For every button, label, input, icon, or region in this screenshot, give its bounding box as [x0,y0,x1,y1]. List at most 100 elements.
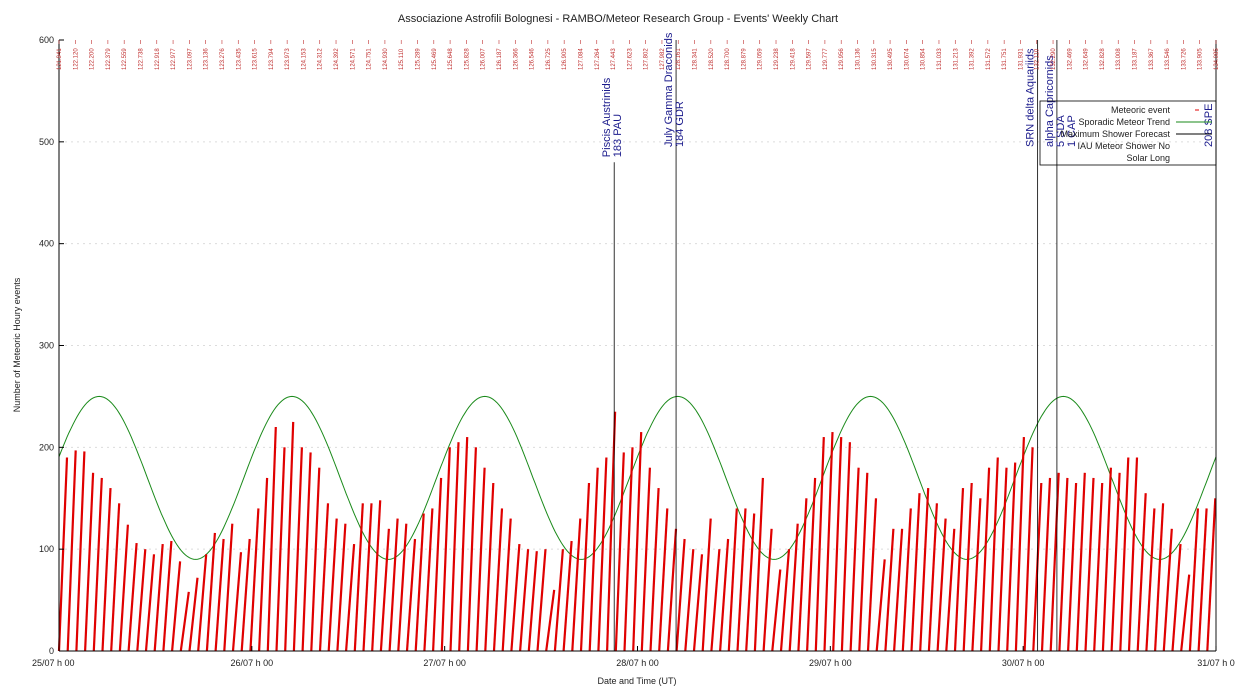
meteoric-event-bar [475,467,486,652]
meteoric-event-bar [484,482,495,652]
solar-longitude-label: 127.982 [660,48,666,70]
solar-longitude-label: 133.367 [1149,48,1155,70]
meteoric-event-bar [266,426,277,652]
meteoric-event-bar [814,437,825,652]
solar-longitude-label: 126.546 [530,48,536,70]
solar-longitude-label: 129.956 [839,48,845,70]
meteoric-event-bar [1058,477,1069,652]
solar-longitude-label: 123.097 [187,48,193,70]
meteoric-event-bar [292,447,303,652]
meteoric-event-bar [301,452,312,652]
meteoric-event-bar [258,477,269,652]
solar-longitude-label: 134.085 [1214,48,1220,70]
meteoric-event-bar [762,528,773,652]
solar-longitude-label: 133.008 [1116,48,1122,70]
meteoric-event-bar [440,447,451,652]
y-tick-label: 500 [39,137,54,147]
meteoric-event-bar [684,549,695,652]
solar-longitude-label: 132.828 [1100,48,1106,70]
meteoric-event-bar [545,589,556,652]
x-tick-label: 31/07 h 0 [1197,658,1235,668]
meteoric-event-bar [345,544,356,652]
solar-longitude-label: 128.879 [741,48,747,70]
axes-layer: 0 100 200 300 400 500 600 25/07 h 00 26/07 h 00 2… [32,35,1235,668]
meteoric-event-bar [753,477,764,652]
meteoric-event-bar [727,508,738,652]
solar-longitude-label: 126.366 [513,48,519,70]
meteoric-event-bar [779,549,791,652]
meteoric-event-bar [797,498,808,652]
meteoric-event-bar [806,477,817,652]
shower-label: 183 PAU [612,114,624,157]
y-tick-label: 0 [49,646,54,656]
meteoric-event-bar [1093,482,1104,652]
solar-longitude-label: 122.977 [171,48,177,70]
meteoric-event-bar [327,518,338,652]
meteoric-event-bar [980,467,991,652]
meteoric-event-bar [988,457,999,652]
meteoric-event-bar [1101,467,1112,652]
meteoric-event-bar [1006,462,1017,652]
x-tick-label: 27/07 h 00 [423,658,466,668]
meteoric-event-bar [1049,472,1060,652]
meteoric-event-bar [66,450,77,652]
meteoric-event-bar [458,437,469,652]
meteoric-events-layer [57,411,1217,652]
solar-longitude-label: 125.110 [399,48,405,70]
solar-longitude-label: 130.136 [856,48,862,70]
meteoric-event-bar [606,411,617,652]
meteoric-event-bar [553,549,564,652]
meteoric-event-bar [945,528,956,652]
meteoric-event-bar [936,518,947,652]
x-tick-label: 30/07 h 00 [1002,658,1045,668]
meteoric-event-bar [353,503,364,652]
meteoric-event-bar [1014,437,1025,652]
solar-longitude-label: 124.930 [383,48,389,70]
meteoric-event-bar [1188,508,1199,652]
solar-longitude-label: 122.200 [90,48,96,70]
meteoric-event-bar [875,559,886,652]
meteoric-event-bar [179,591,190,652]
grid-layer [59,141,1216,550]
meteoric-event-bar [927,503,938,652]
solar-longitude-label: 133.546 [1165,48,1171,70]
solar-longitude-label: 128.341 [693,48,699,70]
meteoric-event-bar [1084,477,1095,652]
meteoric-event-bar [745,513,756,652]
solar-longitude-label: 130.674 [904,48,910,70]
meteoric-event-bar [466,447,477,652]
meteoric-event-bar [884,528,895,652]
solar-longitude-label: 130.854 [921,48,927,70]
solar-longitude-label: 133.726 [1181,48,1187,70]
meteoric-event-bar [658,508,669,652]
meteoric-event-bar [1145,508,1156,652]
solar-longitude-label: 131.213 [953,48,959,70]
solar-longitude-label: 124.392 [334,48,340,70]
legend-entry-label: Solar Long [1126,153,1170,163]
meteoric-event-bar [397,523,408,652]
meteoric-event-bar [858,472,869,652]
solar-longitude-label: 131.751 [1002,48,1008,70]
solar-longitude-label: 132.469 [1067,48,1073,70]
meteoric-event-bar [997,467,1008,652]
solar-longitude-layer: 121.941 122.120 122.200 122.379 122.559 122.7… [57,40,1220,70]
shower-label: 5 SDA [1055,115,1067,147]
meteoric-event-bar [866,498,878,652]
legend-entry-label: Sporadic Meteor Trend [1078,117,1170,127]
meteoric-event-bar [788,523,799,652]
solar-longitude-label: 123.136 [204,48,210,70]
solar-longitude-label: 131.931 [1019,48,1025,70]
y-tick-label: 200 [39,442,54,452]
meteoric-event-bar [640,467,651,652]
meteoric-event-bar [562,540,573,652]
meteoric-event-bar [284,421,295,652]
legend-entry-label: Meteoric event [1111,105,1171,115]
meteoric-event-bar [371,500,382,652]
meteoric-event-bar [57,457,69,652]
solar-longitude-label: 129.059 [758,48,764,70]
meteoric-event-bar [110,503,121,652]
meteoric-event-bar [910,493,921,652]
y-tick-label: 300 [39,341,54,351]
meteoric-event-bar [840,442,851,652]
